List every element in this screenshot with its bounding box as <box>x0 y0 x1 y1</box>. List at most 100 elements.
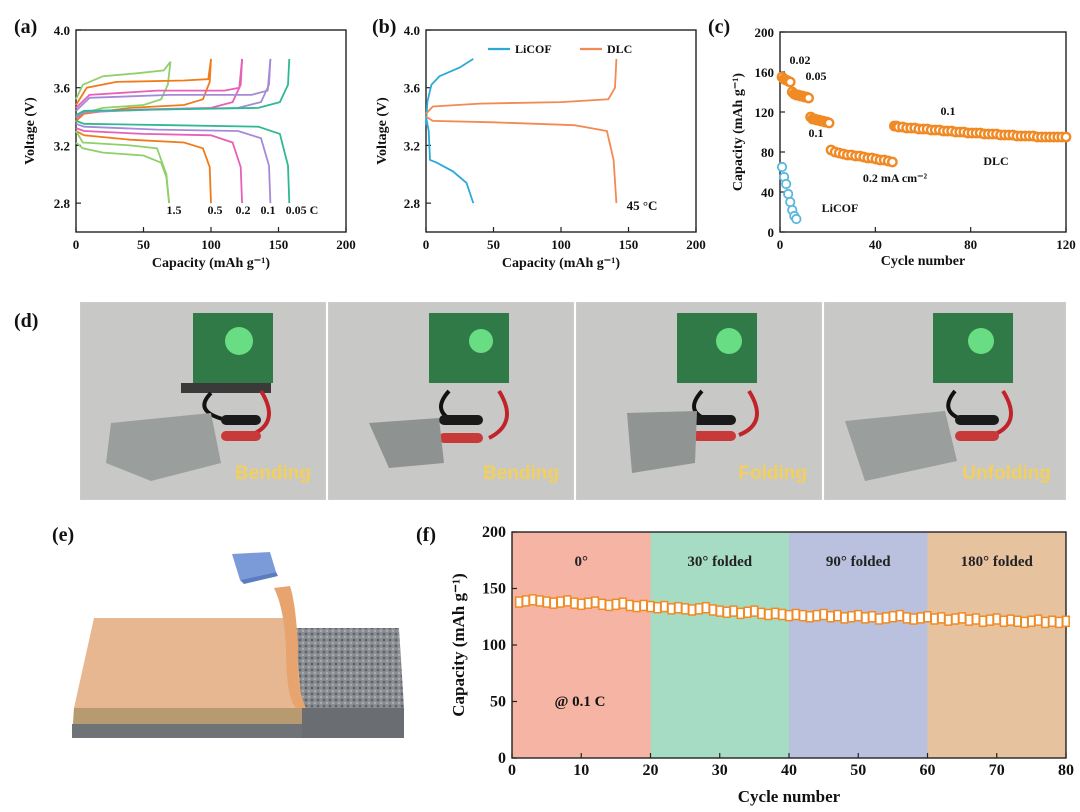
y-tick-label: 40 <box>761 185 774 200</box>
x-tick-label: 40 <box>869 237 882 252</box>
series-line-0.2 <box>75 127 243 204</box>
x-tick-label: 200 <box>336 237 356 252</box>
x-tick-label: 120 <box>1056 237 1076 252</box>
data-point-dlc <box>1027 615 1036 628</box>
data-point-dlc <box>1055 616 1064 629</box>
y-tick-label: 160 <box>755 65 775 80</box>
data-point-dlc <box>1062 615 1070 628</box>
legend-label-dlc: DLC <box>607 42 632 56</box>
y-tick-label: 50 <box>490 694 506 711</box>
data-point-dlc <box>528 594 537 606</box>
data-point-licof <box>781 178 792 190</box>
data-point-dlc <box>1020 616 1029 629</box>
y-tick-label: 3.2 <box>54 138 70 153</box>
photo-folding: Folding <box>576 302 822 500</box>
series-line <box>75 58 243 109</box>
x-tick-label: 10 <box>573 762 589 779</box>
chart-f-folding-cycling: 0° 30° folded 90° folded 180° folded 0 10 20 30… <box>449 524 1074 806</box>
data-point-dlc <box>708 604 717 616</box>
data-point-dlc <box>791 608 800 621</box>
data-point-dlc <box>923 611 932 623</box>
data-point-dlc <box>826 611 835 623</box>
device-photo-illustration <box>577 303 821 499</box>
data-point-dlc <box>985 614 994 626</box>
x-tick-label: 20 <box>643 762 659 779</box>
data-point-dlc <box>875 613 883 625</box>
y-tick-label: 80 <box>761 145 774 160</box>
data-point-dlc <box>944 614 953 626</box>
x-tick-label: 60 <box>920 762 936 779</box>
series-line-LiCOF <box>425 116 475 204</box>
data-point-licof <box>785 196 796 208</box>
series-line-DLC <box>425 58 618 115</box>
photo-caption: Bending <box>235 463 311 484</box>
x-tick-label: 100 <box>201 237 221 252</box>
x-tick-label: 80 <box>964 237 977 252</box>
x-tick-label: 100 <box>551 237 571 252</box>
data-point-dlc <box>764 608 773 621</box>
chart-annotation: 0.2 mA cm⁻² <box>863 171 928 185</box>
data-point-dlc <box>701 601 710 614</box>
y-tick-label: 120 <box>755 105 775 120</box>
y-tick-label: 3.6 <box>404 81 421 96</box>
x-tick-label: 150 <box>269 237 289 252</box>
x-tick-label: 150 <box>619 237 639 252</box>
data-point-dlc <box>757 607 766 620</box>
photo-caption: Folding <box>738 463 807 484</box>
data-point-dlc <box>803 92 815 104</box>
data-point-dlc <box>823 117 835 129</box>
region-label: 90° folded <box>826 554 891 570</box>
shaded-region <box>789 532 928 758</box>
data-point-dlc <box>1034 614 1043 626</box>
rate-label: 0.2 <box>236 203 251 217</box>
region-label: 30° folded <box>687 554 752 570</box>
data-point-dlc <box>784 76 796 88</box>
y-tick-label: 0 <box>768 225 775 240</box>
data-point-dlc <box>778 608 787 621</box>
device-photo-illustration <box>329 303 573 499</box>
y-tick-label: 200 <box>755 25 775 40</box>
x-tick-label: 50 <box>137 237 150 252</box>
x-axis-label: Cycle number <box>881 254 965 269</box>
data-point-dlc <box>729 605 738 617</box>
x-tick-label: 0 <box>73 237 80 252</box>
rate-label: 0.5 <box>208 203 223 217</box>
data-point-dlc <box>888 611 897 623</box>
chart-c-rate-performance: 0 40 80 120 0 40 80 120 160 200 Cycle number Capaci… <box>731 25 1076 269</box>
x-tick-label: 0 <box>777 237 784 252</box>
rate-annotation: @ 0.1 C <box>554 694 605 710</box>
slurry-coating-illustration <box>72 552 404 738</box>
data-point-dlc <box>909 613 918 625</box>
data-point-dlc <box>965 614 973 626</box>
photo-bending-1: Bending <box>80 302 326 500</box>
region-label: 0° <box>575 554 589 570</box>
series-line-0.5 <box>75 58 212 122</box>
data-point-dlc <box>895 609 904 622</box>
y-tick-label: 100 <box>482 637 506 654</box>
data-point-dlc <box>978 615 987 628</box>
data-point-dlc <box>577 598 586 611</box>
data-point-dlc <box>625 599 634 612</box>
rate-label: 0.1 <box>261 203 276 217</box>
x-tick-label: 0 <box>508 762 516 779</box>
panel-label-c: (c) <box>708 16 731 38</box>
x-tick-label: 80 <box>1058 762 1074 779</box>
x-axis-label: Capacity (mAh g⁻¹) <box>152 256 270 271</box>
x-tick-label: 50 <box>487 237 500 252</box>
data-point-dlc <box>611 598 620 611</box>
panel-label-a: (a) <box>14 16 38 38</box>
chart-annotation: 0.1 <box>809 126 824 140</box>
device-photo-illustration <box>825 303 1065 499</box>
photo-unfolding: Unfolding <box>824 302 1066 500</box>
shaded-region <box>650 532 789 758</box>
photo-bending-2: Bending <box>328 302 574 500</box>
data-point-dlc <box>847 611 856 623</box>
data-point-dlc <box>688 604 697 616</box>
data-point-dlc <box>653 601 662 614</box>
photo-caption: Bending <box>483 463 559 484</box>
data-point-licof <box>791 213 802 225</box>
data-point-dlc <box>916 612 925 624</box>
data-point-dlc <box>999 615 1008 628</box>
chart-annotation: LiCOF <box>822 201 859 215</box>
series-line <box>75 130 170 204</box>
